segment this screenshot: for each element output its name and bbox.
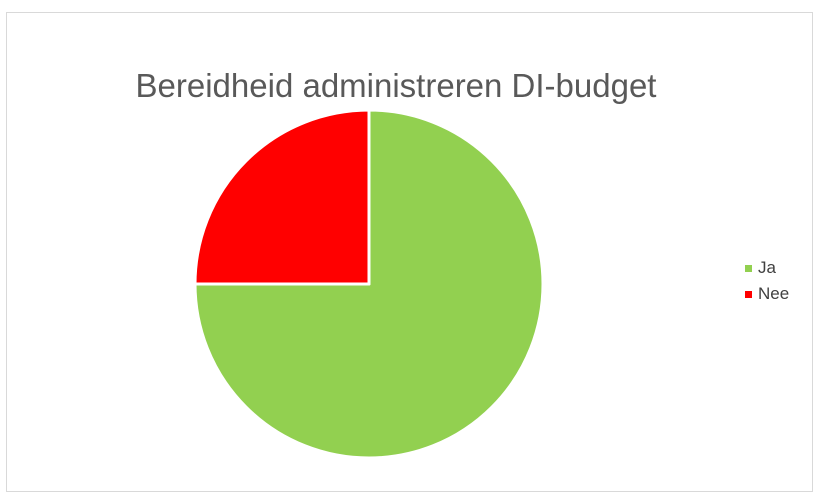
pie-slice-nee bbox=[193, 108, 371, 286]
legend-swatch bbox=[745, 264, 752, 272]
legend-label: Nee bbox=[758, 284, 790, 303]
chart-legend: Ja Nee bbox=[745, 255, 789, 307]
legend-item-ja: Ja bbox=[745, 255, 789, 281]
legend-item-nee: Nee bbox=[745, 281, 789, 307]
legend-label: Ja bbox=[758, 258, 776, 277]
legend-swatch bbox=[745, 290, 752, 298]
chart-title: Bereidheid administreren DI-budget bbox=[135, 67, 657, 104]
